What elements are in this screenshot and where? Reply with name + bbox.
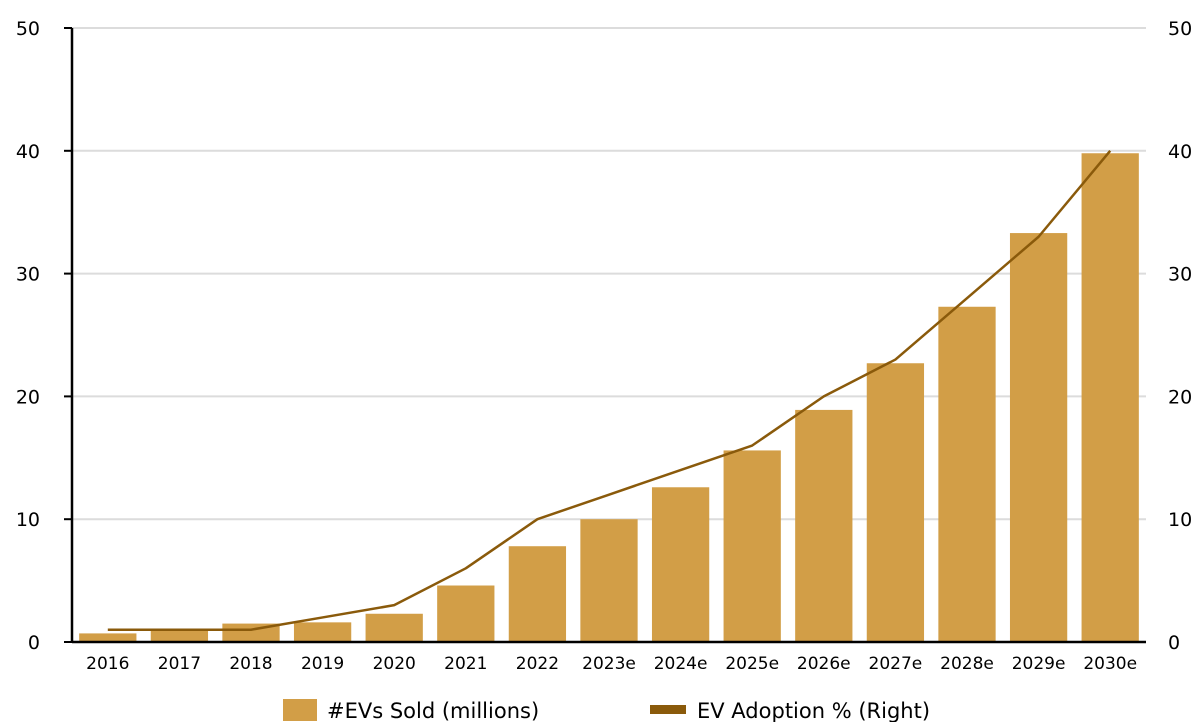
axes — [64, 27, 1146, 644]
bar — [580, 519, 638, 642]
x-tick-label: 2022 — [516, 654, 559, 674]
bar — [723, 450, 781, 642]
bar — [866, 363, 925, 642]
adoption-line — [107, 149, 1112, 631]
x-tick-label: 2021 — [444, 654, 487, 674]
x-tick-label: 2026e — [797, 654, 851, 674]
x-tick-label: 2023e — [582, 654, 636, 674]
bar — [150, 630, 209, 642]
x-axis-tick-labels: 2016 2017 2018 2019 2020 2021 2022 2023e 2024e 20… — [86, 654, 1137, 674]
x-tick-label: 2029e — [1012, 654, 1066, 674]
left-tick-label: 30 — [16, 264, 40, 286]
bar — [79, 633, 137, 642]
bar — [938, 306, 996, 642]
x-tick-label: 2030e — [1083, 654, 1137, 674]
right-axis-tick-labels: 0 10 20 30 40 50 — [1168, 18, 1192, 654]
line-series — [107, 149, 1112, 631]
bar — [795, 409, 853, 642]
x-tick-label: 2017 — [158, 654, 201, 674]
right-tick-label: 0 — [1168, 632, 1180, 654]
left-tick-label: 20 — [16, 386, 40, 408]
left-axis-tick-labels: 0 10 20 30 40 50 — [16, 18, 40, 654]
right-tick-label: 50 — [1168, 18, 1192, 40]
right-tick-label: 10 — [1168, 509, 1192, 531]
left-tick-label: 50 — [16, 18, 40, 40]
x-tick-label: 2016 — [86, 654, 129, 674]
bar — [437, 585, 495, 642]
x-tick-label: 2028e — [940, 654, 994, 674]
legend: #EVs Sold (millions) EV Adoption % (Righ… — [283, 699, 930, 722]
x-tick-label: 2020 — [373, 654, 416, 674]
bar — [508, 546, 567, 642]
bar — [365, 613, 423, 642]
bar — [1009, 233, 1068, 643]
right-tick-label: 40 — [1168, 141, 1192, 163]
right-tick-label: 30 — [1168, 264, 1192, 286]
left-tick-label: 0 — [28, 632, 40, 654]
bar — [1081, 153, 1139, 643]
x-tick-label: 2018 — [229, 654, 272, 674]
x-tick-label: 2019 — [301, 654, 344, 674]
left-tick-label: 40 — [16, 141, 40, 163]
x-tick-label: 2027e — [869, 654, 923, 674]
x-tick-label: 2025e — [725, 654, 779, 674]
legend-swatch-line — [650, 705, 686, 714]
bar — [651, 487, 710, 642]
legend-label-bars: #EVs Sold (millions) — [327, 699, 539, 722]
right-tick-label: 20 — [1168, 386, 1192, 408]
legend-label-line: EV Adoption % (Right) — [697, 699, 930, 722]
left-tick-label: 10 — [16, 509, 40, 531]
bar-series — [79, 153, 1139, 643]
legend-swatch-bars — [283, 699, 317, 721]
x-tick-label: 2024e — [654, 654, 708, 674]
bar — [293, 622, 352, 642]
